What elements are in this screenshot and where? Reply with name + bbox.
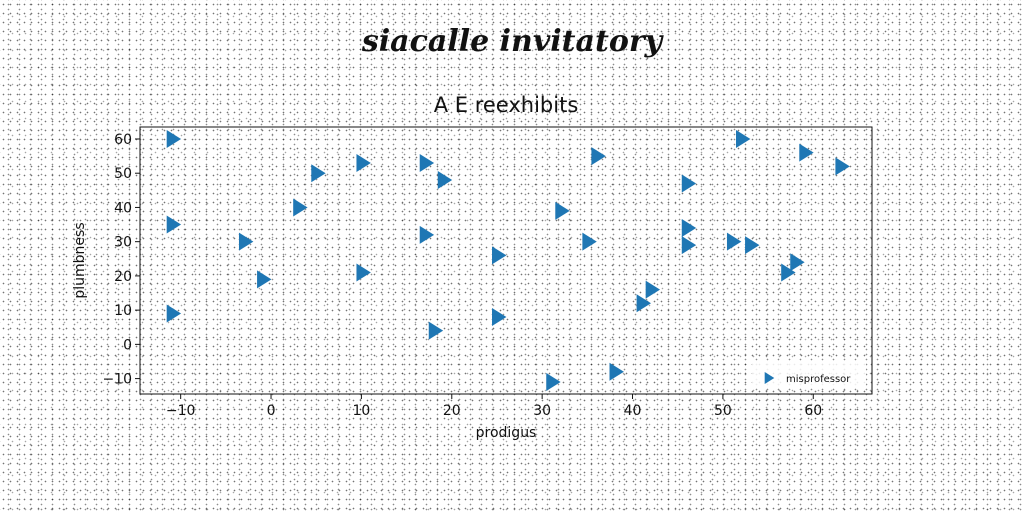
data-point <box>238 232 254 251</box>
data-point <box>781 263 796 282</box>
legend-label: misprofessor <box>786 374 851 385</box>
x-tick-label: 40 <box>624 403 642 419</box>
x-tick-label: 30 <box>533 403 551 419</box>
data-point <box>437 171 453 190</box>
data-point <box>492 307 507 326</box>
x-tick-label: −10 <box>166 403 196 419</box>
data-point <box>790 253 805 272</box>
data-point <box>166 215 182 234</box>
data-point <box>555 201 570 220</box>
y-tick-label: 0 <box>123 337 132 353</box>
y-tick-label: 30 <box>114 235 132 251</box>
y-tick-label: 50 <box>114 166 132 182</box>
data-point <box>645 280 661 299</box>
data-point <box>166 129 182 148</box>
data-point <box>591 147 606 166</box>
data-point <box>799 143 814 162</box>
y-tick-label: −10 <box>102 372 132 388</box>
data-point <box>835 157 850 176</box>
data-point <box>356 263 371 282</box>
y-axis-label: plumbness <box>72 222 88 298</box>
data-point <box>257 270 272 289</box>
y-tick-label: 20 <box>114 269 132 285</box>
plot-area-frame <box>139 126 873 395</box>
data-point <box>736 129 751 148</box>
x-tick-label: 10 <box>352 403 370 419</box>
x-tick-label: 50 <box>714 403 732 419</box>
x-axis-label: prodigus <box>476 425 537 441</box>
data-points <box>166 129 850 392</box>
x-tick-label: 60 <box>804 403 822 419</box>
axis-ticks: −10 0 10 20 30 40 50 60 −10 0 10 20 30 40 50 60 <box>102 132 822 419</box>
data-point <box>356 153 371 172</box>
y-tick-label: 40 <box>114 200 132 216</box>
data-point <box>428 321 444 340</box>
legend-box <box>752 362 866 386</box>
data-point <box>419 153 435 172</box>
x-tick-label: 0 <box>267 403 276 419</box>
data-point <box>745 236 760 255</box>
legend-marker-icon <box>764 372 775 384</box>
x-tick-label: 20 <box>443 403 461 419</box>
data-point <box>419 225 435 244</box>
data-point <box>582 232 597 251</box>
data-point <box>311 164 326 183</box>
data-point <box>636 294 652 313</box>
data-point <box>681 236 697 255</box>
chart-title: A E reexhibits <box>434 93 579 117</box>
data-point <box>166 304 182 323</box>
data-point <box>681 218 697 237</box>
data-point <box>681 174 697 193</box>
figure-suptitle: siacalle invitatory <box>361 24 663 59</box>
data-point <box>546 373 561 392</box>
y-tick-label: 10 <box>114 303 132 319</box>
data-point <box>726 232 742 251</box>
legend: misprofessor <box>752 362 866 386</box>
data-point <box>492 246 507 265</box>
data-point <box>293 198 308 217</box>
y-tick-label: 60 <box>114 132 132 148</box>
data-point <box>609 362 624 381</box>
